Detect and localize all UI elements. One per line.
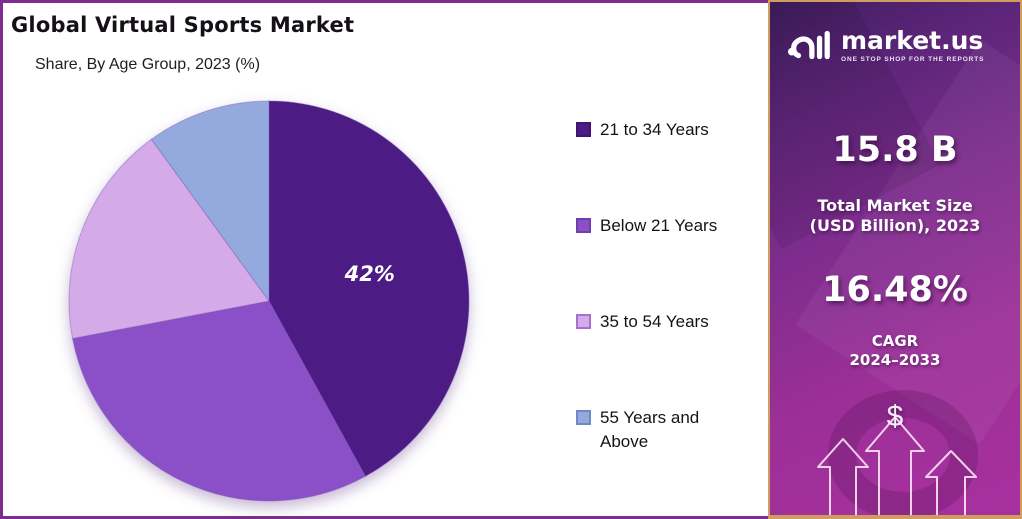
legend-label: Below 21 Years <box>600 216 718 235</box>
pie-slice-3 <box>150 100 270 303</box>
brand-name: market.us <box>841 25 984 55</box>
cagr-label: CAGR 2024–2033 <box>770 332 1020 370</box>
legend-label: 55 Years and Above <box>600 408 700 451</box>
pie-slice-1 <box>71 300 367 502</box>
legend-swatch-21-34 <box>576 122 591 137</box>
legend-item: Below 21 Years <box>576 214 751 238</box>
legend-swatch-below-21 <box>576 218 591 233</box>
chart-legend: 21 to 34 Years Below 21 Years 35 to 54 Y… <box>576 118 751 454</box>
brand-tagline: ONE STOP SHOP FOR THE REPORTS <box>841 55 985 63</box>
legend-label: 21 to 34 Years <box>600 120 709 139</box>
chart-title: Global Virtual Sports Market <box>11 13 355 37</box>
legend-item: 21 to 34 Years <box>576 118 751 142</box>
market-size-value: 15.8 B <box>832 130 958 170</box>
market-size-label: Total Market Size (USD Billion), 2023 <box>770 196 1020 237</box>
pie-slice-2 <box>68 138 270 340</box>
legend-item: 55 Years and Above <box>576 406 751 454</box>
legend-label: 35 to 54 Years <box>600 312 709 331</box>
market-size-label-line2: (USD Billion), 2023 <box>809 216 981 236</box>
cagr-label-line2: 2024–2033 <box>849 351 941 370</box>
pie-chart: 42% <box>68 100 470 502</box>
brand-sidebar: market.us ONE STOP SHOP FOR THE REPORTS … <box>768 0 1022 519</box>
cagr-value: 16.48% <box>822 270 968 310</box>
legend-swatch-35-54 <box>576 314 591 329</box>
chart-subtitle: Share, By Age Group, 2023 (%) <box>35 56 261 73</box>
brand-logo: market.us ONE STOP SHOP FOR THE REPORTS <box>786 22 984 68</box>
marketus-logo-icon <box>787 30 830 60</box>
legend-item: 35 to 54 Years <box>576 310 751 334</box>
pie-chart-container: 42% <box>59 91 479 511</box>
chart-panel: Global Virtual Sports Market Share, By A… <box>0 0 768 519</box>
legend-swatch-55-above <box>576 410 591 425</box>
growth-arrows-icon <box>817 416 977 515</box>
pie-data-label: 42% <box>344 262 395 286</box>
market-size-label-line1: Total Market Size <box>817 196 973 215</box>
brand-text-block: market.us ONE STOP SHOP FOR THE REPORTS <box>841 28 984 63</box>
pie-slice-0 <box>268 100 470 477</box>
cagr-label-line1: CAGR <box>871 332 919 350</box>
